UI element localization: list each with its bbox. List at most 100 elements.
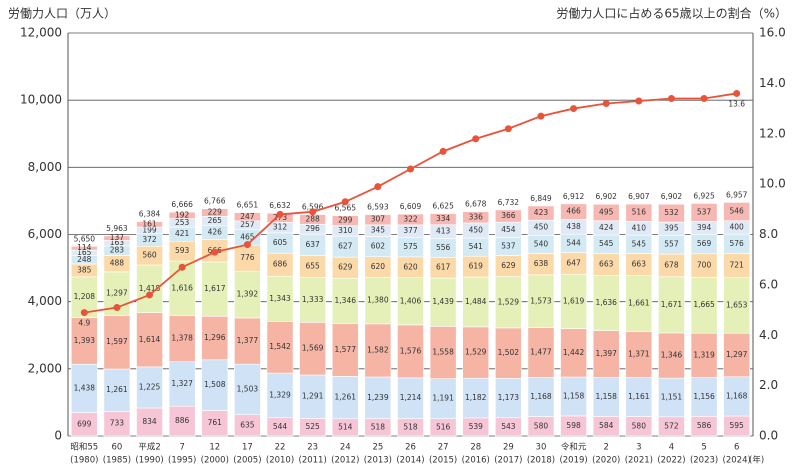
x-tick-year: (2012)	[331, 456, 359, 466]
bar-segment	[690, 203, 718, 222]
segment-label: 1,319	[693, 350, 715, 359]
segment-label: 525	[305, 422, 320, 431]
bar-segment	[495, 327, 522, 379]
total-label: 6,609	[400, 202, 422, 211]
x-tick-label: 29	[503, 443, 514, 453]
segment-label: 1,418	[139, 284, 161, 293]
segment-label: 699	[77, 419, 92, 428]
segment-label: 580	[632, 421, 647, 430]
segment-label: 265	[208, 216, 223, 225]
total-label: 6,596	[302, 203, 324, 212]
segment-label: 647	[566, 258, 581, 267]
segment-label: 424	[599, 223, 614, 232]
segment-label: 161	[142, 219, 157, 228]
segment-label: 1,156	[693, 392, 715, 401]
x-tick-label: 4	[669, 443, 674, 453]
segment-label: 345	[371, 226, 386, 235]
x-tick-label: 27	[438, 443, 449, 453]
segment-label: 620	[371, 262, 386, 271]
total-label: 6,902	[595, 192, 617, 201]
bar-segment	[527, 327, 555, 378]
x-tick-label: 5	[701, 443, 706, 453]
segment-label: 1,393	[74, 336, 96, 345]
segment-label: 556	[436, 243, 451, 252]
segment-label: 619	[469, 262, 484, 271]
x-tick-label: 28	[470, 443, 481, 453]
y2-tick-label: 8.0	[759, 227, 778, 241]
segment-label: 1,397	[595, 349, 617, 358]
x-tick-label: 昭和55	[70, 443, 98, 453]
segment-label: 540	[534, 239, 549, 248]
line-point	[80, 309, 88, 317]
segment-label: 1,576	[400, 346, 422, 355]
segment-label: 1,503	[237, 384, 259, 393]
bar-segment	[592, 275, 620, 331]
y2-tick-label: 2.0	[759, 378, 778, 392]
line-point	[700, 94, 708, 102]
segment-label: 307	[371, 215, 386, 224]
segment-label: 686	[273, 260, 288, 269]
segment-label: 1,542	[269, 342, 291, 351]
segment-label: 283	[110, 246, 125, 255]
bar-segment	[364, 277, 392, 325]
bar-segment	[168, 361, 196, 407]
segment-label: 593	[175, 246, 190, 255]
segment-label: 516	[632, 208, 647, 217]
x-tick-label: 2	[604, 443, 609, 453]
bar-segment	[136, 312, 163, 368]
segment-label: 620	[403, 262, 418, 271]
bar-segment	[168, 405, 196, 437]
segment-label: 584	[599, 421, 614, 430]
bar-segment	[723, 376, 751, 417]
segment-label: 1,484	[465, 297, 487, 306]
x-tick-label: 25	[372, 443, 383, 453]
segment-label: 1,380	[367, 296, 389, 305]
segment-label: 1,291	[302, 392, 324, 401]
bar-segment	[331, 277, 359, 324]
line-point	[276, 210, 284, 218]
bar-segment	[136, 221, 163, 228]
segment-label: 1,333	[302, 295, 324, 304]
total-label: 6,912	[563, 192, 585, 201]
segment-label: 1,214	[400, 393, 422, 402]
x-tick-label: 22	[275, 443, 286, 453]
segment-label: 617	[436, 263, 451, 272]
segment-label: 1,529	[498, 297, 520, 306]
bar-segment	[527, 376, 555, 417]
segment-label: 438	[566, 222, 581, 231]
segment-label: 518	[403, 422, 418, 431]
x-tick-year: (2022)	[657, 456, 685, 466]
bar-segment	[723, 253, 751, 279]
y-tick-label: 8,000	[28, 160, 62, 174]
segment-label: 394	[697, 223, 712, 232]
x-tick-year: (1985)	[103, 456, 131, 466]
segment-label: 372	[142, 235, 157, 244]
segment-label: 1,261	[335, 393, 357, 402]
segment-label: 165	[77, 248, 92, 257]
x-tick-year: (2014)	[396, 456, 424, 466]
total-label: 6,625	[432, 202, 454, 211]
y2-tick-label: 4.0	[759, 328, 778, 342]
bar-segment	[331, 376, 359, 420]
bar-segment	[495, 276, 522, 329]
segment-label: 1,261	[106, 385, 128, 394]
x-tick-year: (2017)	[494, 456, 522, 466]
segment-label: 248	[77, 255, 92, 264]
segment-label: 635	[240, 420, 255, 429]
segment-label: 541	[469, 242, 484, 251]
x-tick-year: (2018)	[527, 456, 555, 466]
segment-label: 546	[730, 207, 745, 216]
line-point	[439, 147, 447, 155]
segment-label: 1,158	[563, 391, 585, 400]
bar-segment	[331, 215, 359, 226]
segment-label: 537	[501, 241, 516, 250]
bar-segment	[234, 212, 261, 222]
line-point	[407, 165, 414, 173]
x-tick-year: (2013)	[364, 456, 392, 466]
x-tick-year: (2023)	[690, 456, 718, 466]
segment-label: 1,661	[628, 299, 650, 308]
total-label: 6,678	[465, 200, 487, 209]
line-point	[635, 97, 643, 105]
segment-label: 575	[403, 242, 418, 251]
